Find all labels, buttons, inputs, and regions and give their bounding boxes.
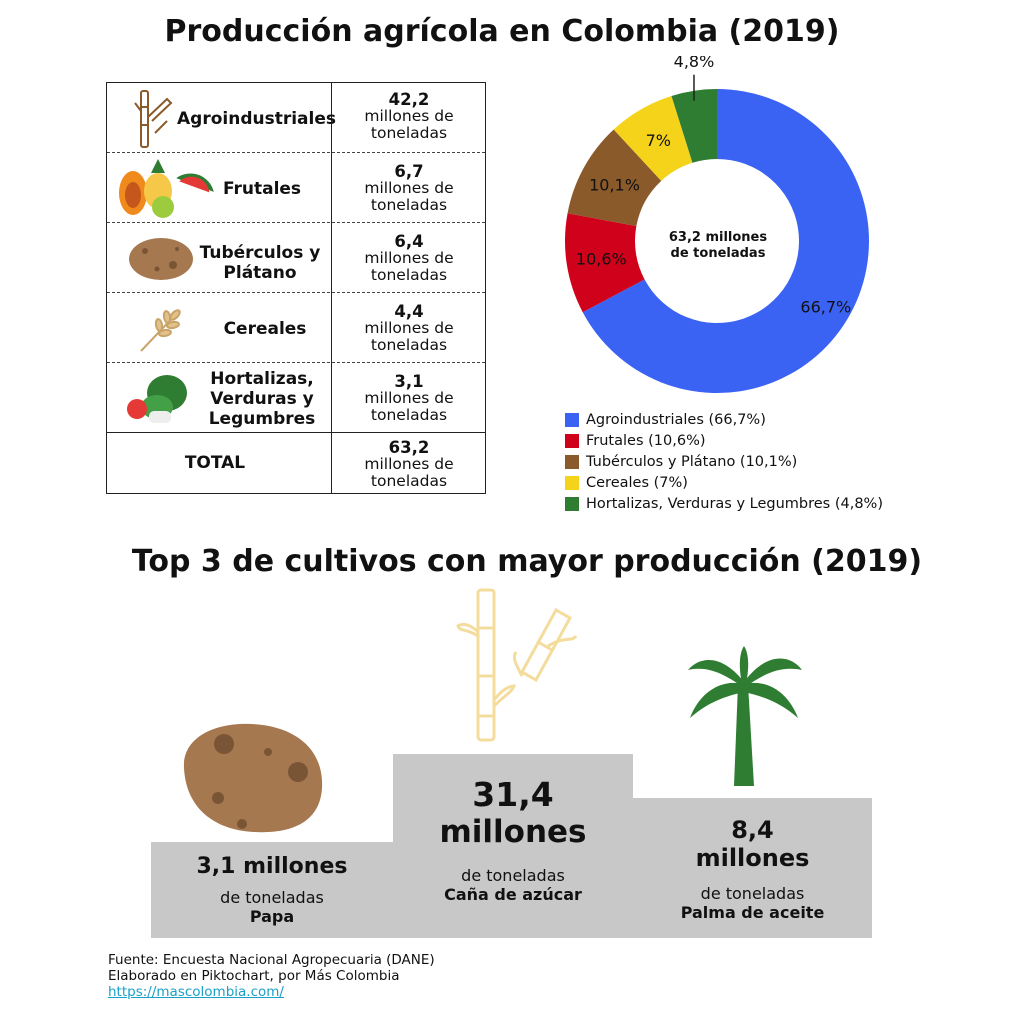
palma-value-unit: millones [695,844,810,872]
value-number: 3,1 [394,372,424,391]
donut-center-label: 63,2 millones de toneladas [668,230,768,261]
value-number: 4,4 [394,302,424,321]
value-cell: 6,4 millones de toneladas [333,233,485,284]
value-number: 6,7 [394,162,424,181]
value-cell: 3,1 millones de toneladas [333,373,485,424]
legend-label: Hortalizas, Verduras y Legumbres (4,8%) [586,496,883,512]
category-label: Hortalizas, Verduras y Legumbres [208,369,316,429]
slice-label: 10,6% [576,250,627,269]
palma-unit: de toneladas [700,884,805,903]
table-row: Agroindustriales 42,2 millones de tonela… [107,83,485,153]
value-number: 6,4 [394,232,424,251]
category-label: Frutales [222,179,302,199]
donut-slice [671,89,717,163]
page-title: Producción agrícola en Colombia (2019) [164,14,840,49]
category-label: Cereales [223,319,307,339]
donut-slice [613,95,693,181]
legend-item: Agroindustriales (66,7%) [565,412,766,428]
donut-slice [565,213,645,313]
total-value: 63,2 [388,438,430,457]
slice-label: 4,8% [674,56,715,71]
sugarcane-icon [134,90,173,148]
palm-tree-icon [688,646,802,786]
potato-icon [129,238,193,280]
value-unit: millones de toneladas [364,249,454,284]
table-row: Hortalizas, Verduras y Legumbres 3,1 mil… [107,363,485,433]
legend-swatch [565,413,579,427]
palma-value: 8,4 [731,816,774,844]
podium-block-cana [393,754,633,938]
footer-credit: Elaborado en Piktochart, por Más Colombi… [108,968,400,984]
palma-crop: Palma de aceite [680,903,825,922]
slice-label: 7% [646,131,671,150]
potato-icon [183,723,323,833]
value-number: 42,2 [388,90,430,109]
legend-item: Frutales (10,6%) [565,433,706,449]
cana-crop: Caña de azúcar [444,885,582,904]
podium-papa-text: 3,1 millones de toneladas Papa [151,854,393,926]
value-unit: millones de toneladas [364,179,454,214]
production-table: Agroindustriales 42,2 millones de tonela… [106,82,486,494]
legend-label: Tubérculos y Plátano (10,1%) [586,454,798,470]
section-title: Top 3 de cultivos con mayor producción (… [131,544,923,579]
slice-label: 66,7% [800,297,851,316]
table-total-row: TOTAL 63,2 millones de toneladas [107,433,485,495]
slice-label: 10,1% [589,176,640,195]
legend-item: Tubérculos y Plátano (10,1%) [565,454,797,470]
value-unit: millones de toneladas [364,107,454,142]
table-row: Frutales 6,7 millones de toneladas [107,153,485,223]
legend-label: Cereales (7%) [586,475,688,491]
cana-unit: de toneladas [461,866,565,885]
sugarcane-icon [456,588,578,742]
value-cell: 4,4 millones de toneladas [333,303,485,354]
total-label: TOTAL [184,453,246,473]
papa-crop: Papa [249,907,295,926]
vegetables-icon [127,375,187,423]
value-unit: millones de toneladas [364,389,454,424]
table-row: Tubérculos y Plátano 6,4 millones de ton… [107,223,485,293]
podium-block-papa [151,842,393,938]
podium-palma-text: 8,4 millones de toneladas Palma de aceit… [633,816,872,922]
table-divider [331,83,332,493]
legend-item: Cereales (7%) [565,475,688,491]
legend-swatch [565,434,579,448]
footer-source: Fuente: Encuesta Nacional Agropecuaria (… [108,952,435,968]
fruits-icon [119,159,214,218]
value-cell: 6,7 millones de toneladas [333,163,485,214]
legend-label: Agroindustriales (66,7%) [586,412,766,428]
footer-link[interactable]: https://mascolombia.com/ [108,984,284,1000]
value-unit: millones de toneladas [364,319,454,354]
legend-item: Hortalizas, Verduras y Legumbres (4,8%) [565,496,883,512]
podium-cana-text: 31,4 millones de toneladas Caña de azúca… [393,775,633,905]
total-value-cell: 63,2 millones de toneladas [333,439,485,490]
cana-value-unit: millones [439,814,587,850]
legend-swatch [565,455,579,469]
value-cell: 42,2 millones de toneladas [333,91,485,142]
category-label: Agroindustriales [177,109,336,129]
legend-swatch [565,497,579,511]
donut-chart: 66,7% 10,6% 10,1% 7% 4,8% [565,56,869,393]
podium-block-palma [633,798,872,938]
table-row: Cereales 4,4 millones de toneladas [107,293,485,363]
total-unit: millones de toneladas [364,455,454,490]
donut-slice [582,89,869,393]
wheat-icon [140,309,181,352]
papa-value: 3,1 millones [196,854,348,879]
legend-swatch [565,476,579,490]
donut-slice [567,129,662,227]
legend-label: Frutales (10,6%) [586,433,706,449]
category-label: Tubérculos y Plátano [199,243,321,283]
cana-value: 31,4 [472,775,554,814]
papa-unit: de toneladas [220,888,324,907]
